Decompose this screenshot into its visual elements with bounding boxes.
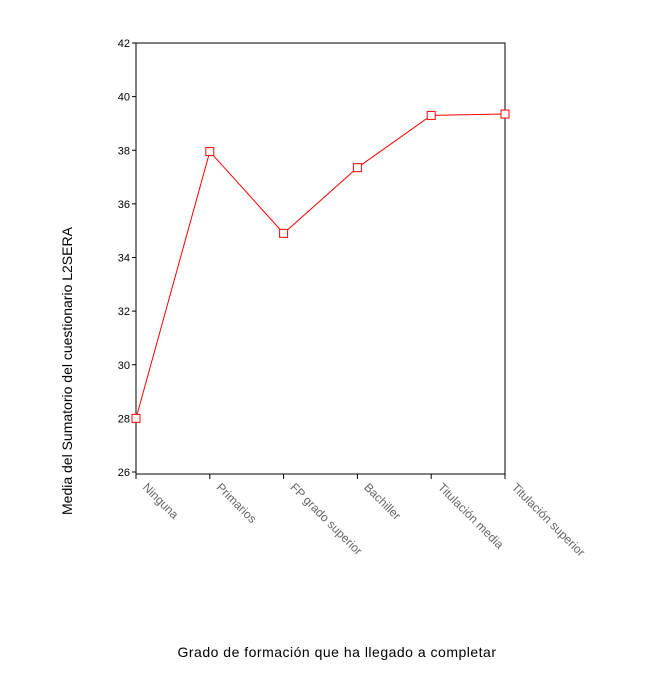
line	[135, 113, 506, 419]
x-axis-label: Grado de formación que ha llegado a comp…	[177, 644, 496, 660]
marker	[131, 413, 141, 423]
y-axis-label: Media del Sumatorio del cuestionario L2S…	[59, 226, 75, 515]
plot-frame	[135, 42, 506, 475]
y-tick-label: 38	[118, 145, 130, 157]
marker	[279, 228, 289, 238]
y-tick-label: 28	[118, 413, 130, 425]
y-tick-label: 30	[118, 360, 130, 372]
y-tick-label: 26	[118, 467, 130, 479]
y-tick-label: 32	[118, 306, 130, 318]
y-tick-label: 36	[118, 199, 130, 211]
y-tick-label: 42	[118, 38, 130, 50]
marker	[426, 110, 436, 120]
marker	[352, 163, 362, 173]
marker	[205, 147, 215, 157]
y-tick-label: 40	[118, 92, 130, 104]
marker	[500, 109, 510, 119]
y-tick-label: 34	[118, 253, 130, 265]
